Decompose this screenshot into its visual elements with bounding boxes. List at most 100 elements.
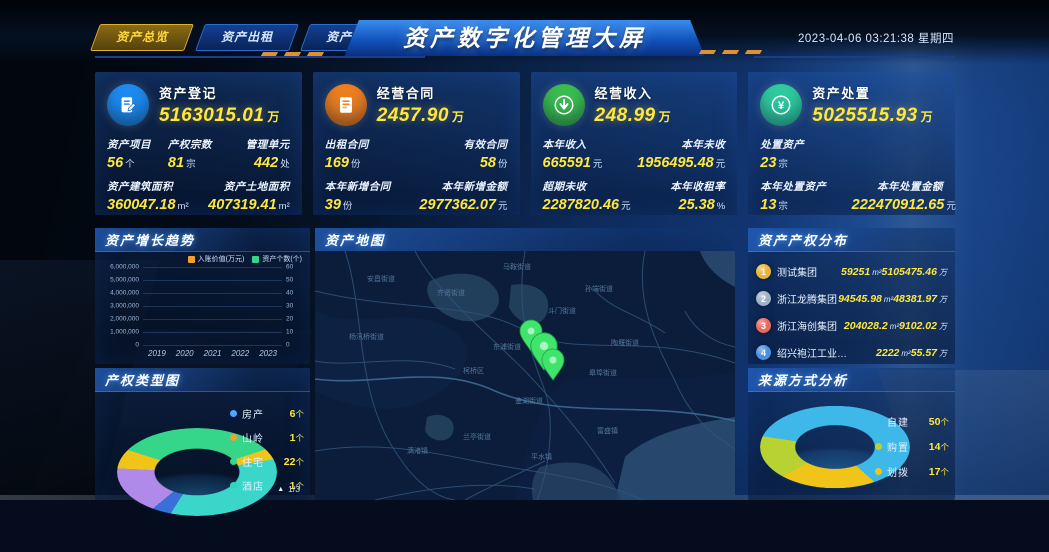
legend-swatch bbox=[252, 255, 260, 263]
kpi-value-unit: 万 bbox=[451, 110, 464, 124]
legend-dot bbox=[875, 468, 882, 475]
stat-value: 407319.41 m² bbox=[198, 196, 290, 214]
stat-unit: % bbox=[716, 201, 726, 212]
stat-label: 本年新增金额 bbox=[441, 181, 508, 193]
stat-label: 本年处置金额 bbox=[877, 181, 943, 193]
stat-本年收入: 本年收入 665591 元 bbox=[543, 137, 634, 172]
stat-number: 1956495.48 bbox=[637, 155, 714, 171]
stat-number: 169 bbox=[324, 155, 349, 171]
stat-number: 56 bbox=[107, 155, 124, 171]
header: 资产总览资产出租资产运维 资产数字化管理大屏 2023-04-06 03:21:… bbox=[0, 0, 1049, 64]
gridline bbox=[143, 280, 282, 281]
area-value: 204028.2 m² bbox=[843, 319, 900, 332]
kpi-head: ¥ 资产处置 5025515.93 万 bbox=[760, 83, 943, 127]
map-pin-3[interactable] bbox=[541, 348, 565, 381]
kpi-card-资产处置: ¥ 资产处置 5025515.93 万处置资产 23 宗本年处置资产 13 宗 本年处置金额 22… bbox=[748, 72, 956, 215]
legend-label: 划拨 bbox=[887, 468, 909, 479]
panel-asset-growth: 资产增长趋势 入账价值(万元) 资产个数(个) 6,000,000 60 5,000,… bbox=[95, 228, 310, 364]
distribution-rows: 1 测试集团 59251 m² 5105475.46 万 2 浙江龙腾集团 94545.98 m²… bbox=[756, 264, 947, 360]
org-name: 测试集团 bbox=[777, 268, 817, 279]
legend-item-自建[interactable]: 自建 50个 bbox=[875, 414, 949, 429]
amount-value: 55.57 万 bbox=[910, 346, 947, 359]
legend-item-划拨[interactable]: 划拨 17个 bbox=[875, 464, 949, 479]
stat-number: 222470912.65 bbox=[851, 197, 945, 213]
stat-unit: 宗 bbox=[778, 201, 788, 212]
svg-text:¥: ¥ bbox=[778, 100, 785, 112]
amount-unit: 万 bbox=[939, 267, 947, 277]
legend-item-房产[interactable]: 房产 6个 bbox=[230, 406, 304, 421]
legend-item-住宅[interactable]: 住宅 22个 bbox=[230, 454, 304, 469]
legend-item-山岭[interactable]: 山岭 1个 bbox=[230, 430, 304, 445]
stat-label: 超期未收 bbox=[542, 181, 587, 193]
panel-title-source: 来源方式分析 bbox=[748, 368, 955, 392]
stat-value: 222470912.65 元 bbox=[851, 196, 956, 214]
kpi-value-number: 2457.90 bbox=[376, 105, 449, 126]
tab-资产出租[interactable]: 资产出租 bbox=[195, 24, 299, 51]
kpi-head-text: 经营收入 248.99 万 bbox=[595, 83, 671, 127]
asset-map[interactable]: 安昌街道齐贤街道马鞍街道孙端街道斗门街道陶堰街道皋埠街道越城区东浦街道柯桥区鉴湖… bbox=[315, 251, 735, 500]
legend-dot bbox=[875, 443, 882, 450]
stat-label: 本年收租率 bbox=[670, 181, 726, 193]
legend-label: 自建 bbox=[887, 418, 909, 429]
legend-item-入账价值(万元)[interactable]: 入账价值(万元) bbox=[187, 254, 245, 264]
source-donut-zone bbox=[748, 372, 922, 522]
kpi-value: 2457.90 万 bbox=[377, 105, 464, 127]
header-line-left bbox=[95, 56, 425, 58]
org-name: 绍兴袍江工业区... bbox=[777, 349, 849, 360]
kpi-card-经营收入: 经营收入 248.99 万本年收入 665591 元本年未收 1956495.48 元超期未… bbox=[530, 72, 738, 215]
map-label-皋埠街道: 皋埠街道 bbox=[589, 368, 617, 377]
map-label-兰亭街道: 兰亭街道 bbox=[463, 432, 491, 441]
stat-label: 资产建筑面积 bbox=[107, 181, 173, 193]
kpi-title: 经营合同 bbox=[376, 86, 435, 101]
stat-label: 本年未收 bbox=[681, 139, 726, 151]
legend-item-购置[interactable]: 购置 14个 bbox=[875, 439, 949, 454]
legend-value: 22个 bbox=[283, 455, 304, 468]
kpi-title: 资产登记 bbox=[159, 86, 218, 101]
map-label-杨汛桥街道: 杨汛桥街道 bbox=[349, 332, 384, 341]
stat-本年未收: 本年未收 1956495.48 元 bbox=[634, 137, 725, 172]
decor-dashes-left bbox=[260, 52, 325, 56]
tab-资产总览[interactable]: 资产总览 bbox=[90, 24, 194, 51]
y-axis-tick-right: 40 bbox=[286, 289, 294, 297]
pager-up-icon[interactable]: ▲ bbox=[277, 485, 285, 493]
y-axis-tick-left: 4,000,000 bbox=[110, 289, 139, 297]
stat-unit: 宗 bbox=[186, 159, 196, 170]
decor-dashes-right bbox=[698, 50, 763, 54]
y-axis-tick-right: 30 bbox=[286, 302, 294, 310]
legend-item-酒店[interactable]: 酒店 1个 bbox=[230, 478, 304, 493]
stat-label: 处置资产 bbox=[760, 139, 805, 151]
stat-label: 资产项目 bbox=[107, 139, 151, 151]
rank-badge: 4 bbox=[756, 345, 771, 360]
stat-number: 58 bbox=[479, 155, 496, 171]
stat-本年处置资产: 本年处置资产 13 宗 bbox=[760, 179, 851, 214]
stat-value: 25.38% bbox=[634, 196, 726, 214]
distribution-row-1: 1 测试集团 59251 m² 5105475.46 万 bbox=[756, 264, 947, 279]
pager-label: 1/3 bbox=[288, 484, 300, 494]
legend-label: 入账价值(万元) bbox=[197, 256, 245, 263]
stat-value: 442 处 bbox=[229, 154, 290, 172]
kpi-value-unit: 万 bbox=[658, 110, 671, 124]
source-chart-legend: 自建 50个购置 14个划拨 17个 bbox=[875, 414, 949, 479]
amount-value: 5105475.46 万 bbox=[881, 265, 947, 278]
kpi-value: 5163015.01 万 bbox=[159, 105, 279, 127]
stat-label: 产权宗数 bbox=[167, 139, 212, 151]
stat-unit: 宗 bbox=[778, 159, 788, 170]
legend-label: 酒店 bbox=[242, 482, 264, 493]
legend-value: 50个 bbox=[928, 415, 949, 428]
stat-row: 处置资产 23 宗 bbox=[760, 137, 943, 172]
stat-number: 39 bbox=[324, 197, 341, 213]
map-label-鉴湖街道: 鉴湖街道 bbox=[515, 396, 543, 405]
legend-item-资产个数(个)[interactable]: 资产个数(个) bbox=[252, 254, 302, 264]
stat-处置资产: 处置资产 23 宗 bbox=[760, 137, 943, 172]
stat-row: 本年新增合同 39 份 本年新增金额 2977362.07 元 bbox=[325, 179, 508, 214]
kpi-value-number: 5163015.01 bbox=[159, 105, 265, 126]
tab-label: 资产总览 bbox=[116, 30, 169, 44]
type-chart-pager[interactable]: ▲ 1/3 bbox=[277, 484, 300, 494]
x-axis-tick: 2021 bbox=[203, 349, 222, 358]
stat-label: 资产土地面积 bbox=[223, 181, 290, 193]
legend-unit: 个 bbox=[940, 416, 949, 427]
stat-unit: 处 bbox=[280, 159, 290, 170]
income-arrow-icon bbox=[542, 84, 585, 126]
y-axis-tick-left: 5,000,000 bbox=[110, 276, 139, 284]
distribution-row-3: 3 浙江海创集团 204028.2 m² 9102.02 万 bbox=[756, 318, 947, 333]
